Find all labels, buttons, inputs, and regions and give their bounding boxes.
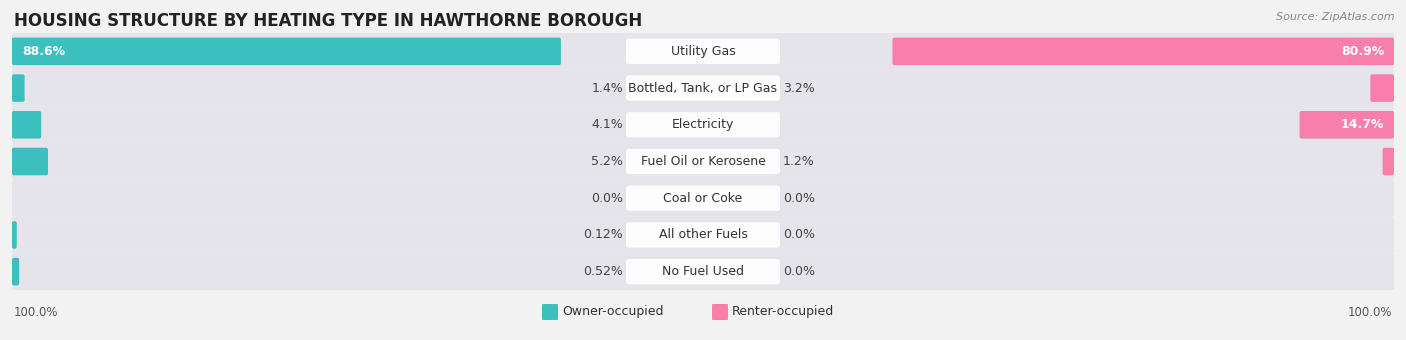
Text: Fuel Oil or Kerosene: Fuel Oil or Kerosene — [641, 155, 765, 168]
FancyBboxPatch shape — [13, 180, 1393, 217]
Text: Utility Gas: Utility Gas — [671, 45, 735, 58]
FancyBboxPatch shape — [13, 70, 1393, 106]
Text: 5.2%: 5.2% — [591, 155, 623, 168]
FancyBboxPatch shape — [13, 33, 1393, 70]
Text: 100.0%: 100.0% — [14, 306, 59, 319]
Text: 0.12%: 0.12% — [583, 228, 623, 241]
Text: 0.0%: 0.0% — [783, 265, 815, 278]
FancyBboxPatch shape — [626, 149, 780, 174]
FancyBboxPatch shape — [711, 304, 728, 320]
Text: Electricity: Electricity — [672, 118, 734, 131]
Text: Bottled, Tank, or LP Gas: Bottled, Tank, or LP Gas — [628, 82, 778, 95]
Text: 1.4%: 1.4% — [592, 82, 623, 95]
FancyBboxPatch shape — [626, 39, 780, 64]
FancyBboxPatch shape — [13, 111, 41, 139]
FancyBboxPatch shape — [1371, 74, 1393, 102]
FancyBboxPatch shape — [626, 112, 780, 137]
Text: 88.6%: 88.6% — [22, 45, 65, 58]
Text: 0.0%: 0.0% — [783, 228, 815, 241]
FancyBboxPatch shape — [13, 74, 25, 102]
FancyBboxPatch shape — [626, 186, 780, 211]
FancyBboxPatch shape — [626, 222, 780, 248]
FancyBboxPatch shape — [13, 258, 20, 285]
Text: Source: ZipAtlas.com: Source: ZipAtlas.com — [1277, 12, 1395, 22]
FancyBboxPatch shape — [1299, 111, 1393, 139]
Text: 0.0%: 0.0% — [591, 192, 623, 205]
FancyBboxPatch shape — [13, 38, 561, 65]
Text: All other Fuels: All other Fuels — [658, 228, 748, 241]
FancyBboxPatch shape — [13, 143, 1393, 180]
FancyBboxPatch shape — [13, 106, 1393, 143]
Text: Coal or Coke: Coal or Coke — [664, 192, 742, 205]
Text: 1.2%: 1.2% — [783, 155, 814, 168]
Text: 100.0%: 100.0% — [1347, 306, 1392, 319]
Text: Renter-occupied: Renter-occupied — [733, 306, 834, 319]
FancyBboxPatch shape — [13, 253, 1393, 290]
Text: Owner-occupied: Owner-occupied — [562, 306, 664, 319]
Text: No Fuel Used: No Fuel Used — [662, 265, 744, 278]
Text: 0.52%: 0.52% — [583, 265, 623, 278]
FancyBboxPatch shape — [541, 304, 558, 320]
FancyBboxPatch shape — [893, 38, 1393, 65]
FancyBboxPatch shape — [626, 259, 780, 284]
FancyBboxPatch shape — [1382, 148, 1393, 175]
Text: HOUSING STRUCTURE BY HEATING TYPE IN HAWTHORNE BOROUGH: HOUSING STRUCTURE BY HEATING TYPE IN HAW… — [14, 12, 643, 30]
Text: 0.0%: 0.0% — [783, 192, 815, 205]
FancyBboxPatch shape — [13, 221, 17, 249]
FancyBboxPatch shape — [626, 75, 780, 101]
Text: 3.2%: 3.2% — [783, 82, 814, 95]
Text: 14.7%: 14.7% — [1340, 118, 1384, 131]
FancyBboxPatch shape — [13, 148, 48, 175]
FancyBboxPatch shape — [13, 217, 1393, 253]
Text: 4.1%: 4.1% — [592, 118, 623, 131]
Text: 80.9%: 80.9% — [1341, 45, 1384, 58]
